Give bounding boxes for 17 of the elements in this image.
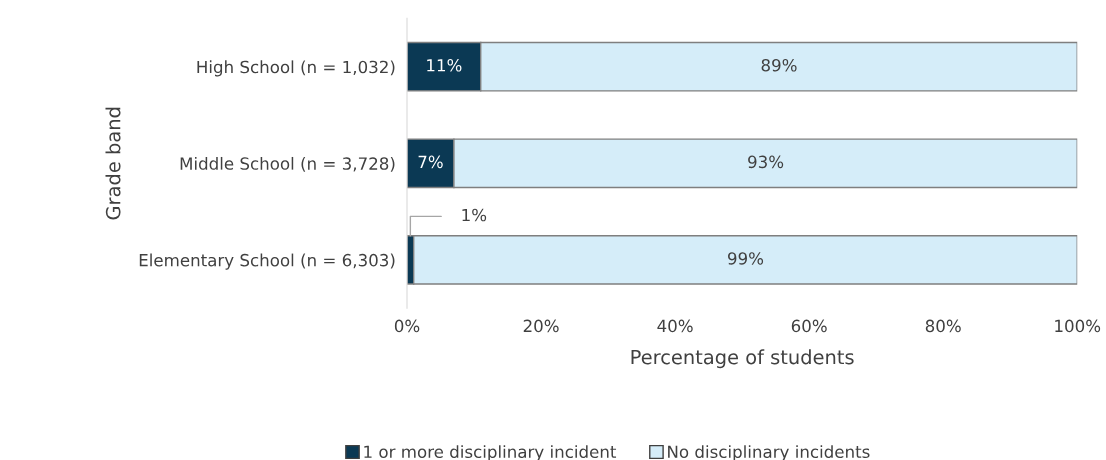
x-tick-label: 100% [1055, 319, 1101, 333]
data-label: 89% [761, 58, 797, 72]
y-tick-label: Elementary School (n = 6,303) [139, 253, 395, 270]
x-tick-label: 20% [523, 319, 559, 333]
x-tick-label: 80% [925, 319, 961, 333]
data-label: 1% [462, 208, 487, 222]
data-label: 99% [728, 252, 764, 265]
data-label: 93% [748, 155, 784, 169]
y-tick-label: High School (n = 1,032) [197, 60, 395, 77]
data-label: 11% [427, 58, 462, 72]
y-tick-label: Middle School (n = 3,728) [180, 156, 395, 172]
x-tick-label: 40% [657, 319, 693, 333]
y-axis-title: Grade band [105, 107, 121, 220]
data-label: 7% [418, 155, 443, 169]
x-tick-label: 0% [394, 319, 420, 333]
x-axis-title: Percentage of students [631, 349, 854, 369]
x-tick-label: 60% [791, 319, 827, 333]
